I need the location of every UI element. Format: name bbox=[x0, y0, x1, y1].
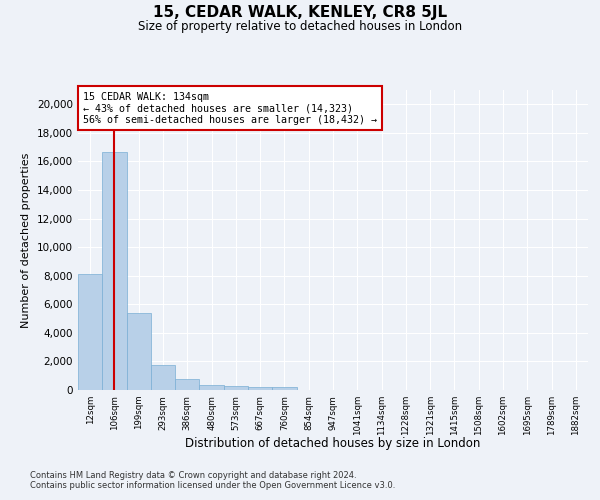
Bar bbox=[175, 378, 199, 390]
Bar bbox=[272, 388, 296, 390]
Text: Contains HM Land Registry data © Crown copyright and database right 2024.: Contains HM Land Registry data © Crown c… bbox=[30, 470, 356, 480]
Bar bbox=[224, 386, 248, 390]
Bar bbox=[78, 274, 102, 390]
Text: 15 CEDAR WALK: 134sqm
← 43% of detached houses are smaller (14,323)
56% of semi-: 15 CEDAR WALK: 134sqm ← 43% of detached … bbox=[83, 92, 377, 124]
Text: Size of property relative to detached houses in London: Size of property relative to detached ho… bbox=[138, 20, 462, 33]
Bar bbox=[248, 387, 272, 390]
Bar bbox=[102, 152, 127, 390]
Bar bbox=[127, 313, 151, 390]
Text: Contains public sector information licensed under the Open Government Licence v3: Contains public sector information licen… bbox=[30, 480, 395, 490]
Bar bbox=[199, 385, 224, 390]
Y-axis label: Number of detached properties: Number of detached properties bbox=[22, 152, 31, 328]
Text: Distribution of detached houses by size in London: Distribution of detached houses by size … bbox=[185, 438, 481, 450]
Text: 15, CEDAR WALK, KENLEY, CR8 5JL: 15, CEDAR WALK, KENLEY, CR8 5JL bbox=[153, 6, 447, 20]
Bar bbox=[151, 365, 175, 390]
